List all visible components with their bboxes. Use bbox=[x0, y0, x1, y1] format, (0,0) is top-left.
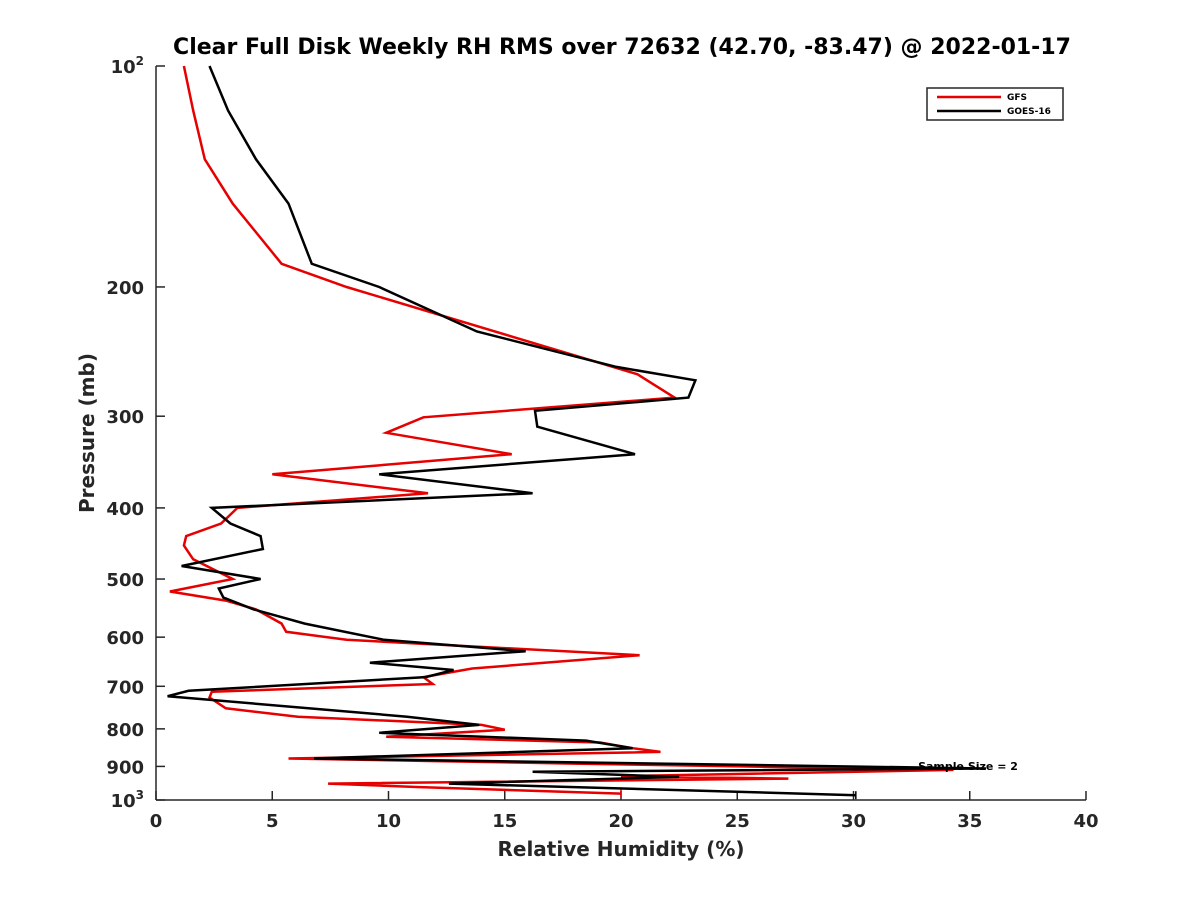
x-tick-label: 15 bbox=[492, 811, 517, 832]
series-line-gfs bbox=[169, 65, 954, 795]
y-tick-label: 300 bbox=[106, 407, 144, 428]
legend: GFS GOES-16 bbox=[926, 87, 1064, 121]
x-tick-label: 30 bbox=[841, 811, 866, 832]
y-tick-label: 500 bbox=[106, 570, 144, 591]
plot-area: 0 5 10 15 20 25 30 35 40 102 200 300 400 500 600 700 800… bbox=[106, 54, 1098, 832]
legend-label: GOES-16 bbox=[1007, 107, 1051, 117]
legend-label: GFS bbox=[1007, 93, 1027, 103]
y-tick-label: 200 bbox=[106, 278, 144, 299]
y-tick-label: 102 bbox=[111, 54, 144, 78]
sample-size-annotation: Sample Size = 2 bbox=[918, 760, 1018, 773]
x-tick-label: 5 bbox=[266, 811, 279, 832]
y-tick-label: 400 bbox=[106, 499, 144, 520]
x-tick-label: 25 bbox=[725, 811, 750, 832]
y-tick-label: 103 bbox=[111, 788, 144, 812]
series-line-goes-16 bbox=[167, 65, 987, 797]
x-tick-label: 0 bbox=[150, 811, 163, 832]
x-tick-label: 40 bbox=[1073, 811, 1098, 832]
legend-box bbox=[926, 87, 1064, 121]
x-tick-label: 20 bbox=[608, 811, 633, 832]
y-tick-label: 900 bbox=[106, 757, 144, 778]
x-tick-label: 10 bbox=[376, 811, 401, 832]
x-axis-label: Relative Humidity (%) bbox=[497, 837, 744, 861]
y-tick-label: 800 bbox=[106, 720, 144, 741]
chart-title: Clear Full Disk Weekly RH RMS over 72632… bbox=[173, 35, 1071, 60]
y-axis-label: Pressure (mb) bbox=[75, 353, 99, 513]
y-tick-label: 700 bbox=[106, 677, 144, 698]
x-tick-label: 35 bbox=[957, 811, 982, 832]
y-tick-label: 600 bbox=[106, 628, 144, 649]
